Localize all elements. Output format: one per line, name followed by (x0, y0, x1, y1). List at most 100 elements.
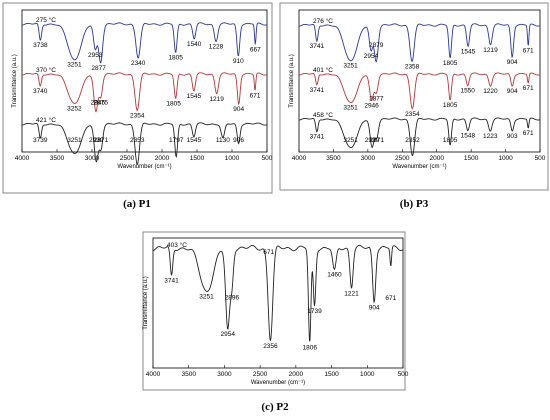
panel-a-p1: 4000 3500 3000 2500 2000 1500 1000 500 Wavenumbe… (2, 2, 273, 210)
peak-label: 1805 (443, 137, 458, 144)
panel-b-p3: 4000 3500 3000 2500 2000 1500 1000 500 Wavenumbe… (279, 2, 549, 210)
x-tick-label: 3500 (181, 371, 196, 378)
x-tick-label: 500 (535, 155, 546, 162)
x-axis-label: Wavenumber (cm⁻¹) (392, 164, 446, 170)
x-tick-label: 2000 (429, 155, 444, 162)
x-tick-label: 500 (262, 155, 273, 162)
x-tick-label: 2500 (253, 371, 268, 378)
peak-label: 1548 (461, 133, 476, 140)
peak-label: 1219 (483, 47, 498, 54)
peak-label: 3741 (310, 134, 325, 141)
peak-label: 1219 (209, 96, 224, 103)
peak-label: 3741 (310, 87, 325, 94)
peak-label: 1130 (216, 137, 230, 144)
peak-label: 904 (507, 88, 518, 95)
peak-label: 1545 (187, 137, 202, 144)
spectrum-line (298, 72, 541, 110)
peak-label: 904 (369, 304, 380, 311)
peak-label: 2939 (365, 137, 380, 144)
peak-label: 671 (523, 48, 534, 55)
x-tick-label: 3500 (50, 155, 65, 162)
x-tick-label: 2000 (155, 155, 170, 162)
plot-area (298, 9, 541, 153)
peak-label: 1805 (443, 60, 458, 67)
spectrum-line (21, 22, 268, 64)
peak-label: 1545 (187, 93, 202, 100)
peak-label: 1545 (461, 48, 476, 55)
peak-label: 2877 (369, 95, 384, 102)
peak-label: 2352 (405, 137, 420, 144)
peak-label: 1806 (302, 344, 317, 351)
panel-c-p2: 4000 3500 3000 2500 2000 1500 1000 500 Wavenumbe… (142, 231, 409, 413)
peak-label: 3741 (310, 43, 325, 50)
panel-caption: (b) P3 (400, 198, 429, 210)
peak-label: 903 (507, 133, 518, 140)
peak-label: 2358 (405, 63, 420, 70)
peak-label: 3251 (67, 137, 82, 144)
temperature-label: 421 °C (36, 116, 56, 124)
peak-label: 671 (263, 249, 274, 256)
peak-label: 671 (523, 130, 534, 137)
peak-label: 3251 (343, 63, 358, 70)
peak-label: 1221 (344, 290, 359, 297)
temperature-label: 403 °C (167, 241, 187, 249)
x-tick-label: 2000 (289, 371, 304, 378)
peak-label: 2946 (364, 102, 379, 109)
x-tick-label: 2500 (395, 155, 410, 162)
peak-label: 3738 (33, 42, 48, 49)
peak-label: 671 (250, 92, 261, 99)
peak-label: 2879 (369, 42, 384, 49)
peak-label: 1540 (187, 41, 202, 48)
temperature-label: 458 °C (313, 111, 333, 119)
spectrum-line (152, 244, 404, 342)
peak-label: 1739 (307, 308, 322, 315)
peak-label: 3739 (33, 137, 48, 144)
spectrum-line (298, 23, 541, 63)
y-axis-label: Transmittance (a.u.) (12, 54, 18, 107)
x-tick-label: 4000 (146, 371, 161, 378)
peak-label: 1223 (483, 133, 498, 140)
x-axis-label: Wavenumber (cm⁻¹) (117, 164, 171, 170)
panel-caption: (c) P2 (261, 401, 289, 413)
y-axis-label: Transmittance (a.u.) (289, 54, 295, 107)
x-tick-label: 3000 (361, 155, 376, 162)
peak-label: 3251 (343, 137, 358, 144)
peak-label: 2939 (89, 137, 104, 144)
peak-label: 2871 (94, 137, 109, 144)
temperature-label: 370 °C (36, 66, 56, 74)
peak-label: 1805 (166, 101, 181, 108)
temperature-label: 401 °C (313, 66, 333, 74)
peak-label: 2954 (364, 53, 379, 60)
temperature-label: 276 °C (313, 17, 333, 25)
x-tick-label: 2500 (120, 155, 135, 162)
spectrum-line (298, 117, 541, 157)
plot-area (152, 237, 404, 369)
peak-label: 2354 (405, 111, 420, 118)
peak-label: 2954 (220, 331, 235, 338)
peak-label: 2871 (370, 137, 385, 144)
peak-label: 671 (523, 85, 534, 92)
peak-label: 1805 (443, 102, 458, 109)
peak-label: 906 (233, 137, 244, 144)
x-tick-label: 1000 (498, 155, 513, 162)
y-axis-label: Transmittance (a.u.) (143, 276, 149, 329)
x-tick-label: 3000 (217, 371, 232, 378)
peak-label: 2875 (94, 100, 109, 107)
peak-label: 3251 (199, 293, 214, 300)
peak-label: 1797 (169, 137, 184, 144)
peak-label: 904 (233, 106, 244, 113)
peak-label: 1805 (168, 55, 183, 62)
x-tick-label: 1500 (464, 155, 479, 162)
peak-label: 3740 (33, 88, 48, 95)
peak-label: 2354 (130, 112, 145, 119)
peak-label: 2945 (91, 100, 106, 107)
peak-label: 2877 (91, 65, 106, 72)
x-tick-label: 4000 (15, 155, 30, 162)
panel-frame (279, 2, 549, 191)
x-tick-label: 1500 (190, 155, 205, 162)
spectrum-line (21, 122, 268, 166)
peak-label: 910 (233, 58, 244, 65)
panel-frame (2, 2, 273, 194)
x-tick-label: 500 (398, 371, 409, 378)
